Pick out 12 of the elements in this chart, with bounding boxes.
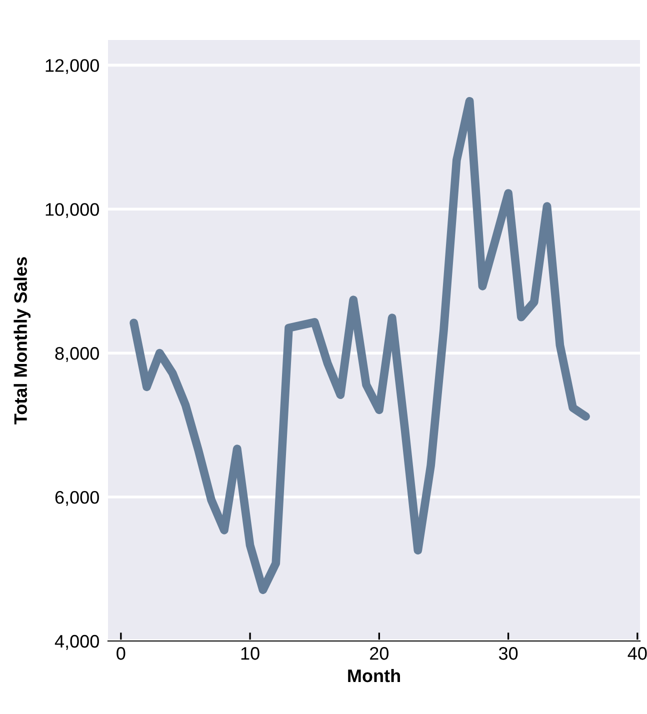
x-tick-label: 0 [116, 647, 126, 660]
x-tick-label: 40 [628, 647, 647, 660]
y-tick-label: 6,000 [55, 490, 99, 506]
y-tick-label: 8,000 [55, 347, 99, 362]
x-tick-label: 10 [241, 647, 260, 660]
y-tick-label: 10,000 [46, 203, 99, 218]
y-tick-label: 4,000 [54, 634, 99, 650]
x-axis-title: Month [348, 668, 400, 682]
x-tick-label: 30 [498, 647, 518, 660]
y-axis-title: Total Monthly Sales [14, 257, 31, 424]
x-tick-label: 20 [370, 647, 388, 660]
y-tick-label: 12,000 [46, 59, 99, 74]
